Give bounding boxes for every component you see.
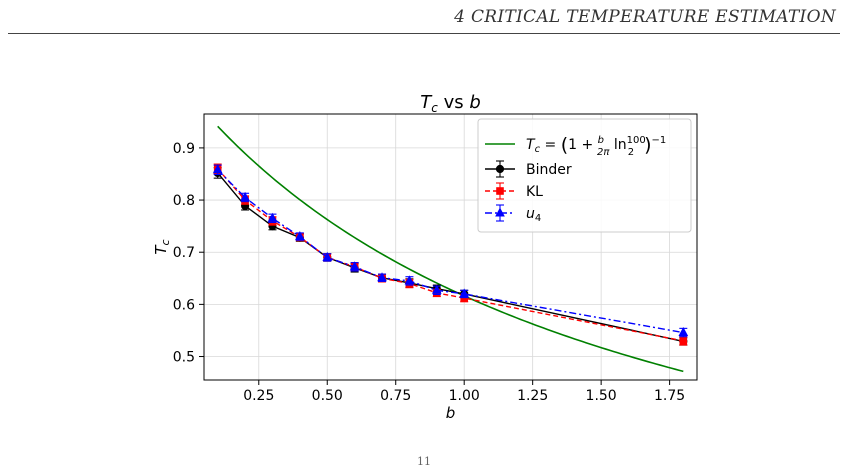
data-point bbox=[322, 251, 333, 261]
y-axis-ticks: 0.5 0.6 0.7 0.8 0.9 bbox=[173, 141, 204, 366]
page-header: 4 CRITICAL TEMPERATURE ESTIMATION bbox=[0, 0, 848, 40]
legend: Tc = (1 + b 2π ln100 2)−1 Binder KL u4 bbox=[477, 118, 692, 233]
y-tick-label: 0.8 bbox=[173, 193, 195, 209]
legend-marker bbox=[496, 187, 504, 195]
y-tick-label: 0.5 bbox=[173, 350, 195, 366]
x-tick-label: 1.75 bbox=[654, 388, 685, 404]
data-point bbox=[679, 337, 688, 345]
x-tick-label: 1.25 bbox=[517, 388, 548, 404]
series-u-4 bbox=[212, 164, 689, 338]
page-number: 11 bbox=[417, 455, 431, 468]
y-tick-label: 0.7 bbox=[173, 245, 195, 261]
data-point bbox=[459, 288, 470, 298]
data-point bbox=[212, 164, 223, 174]
x-axis-label: b bbox=[446, 404, 456, 422]
data-point bbox=[295, 231, 305, 241]
data-point bbox=[377, 272, 387, 282]
theory-curve bbox=[217, 125, 684, 373]
legend-marker bbox=[495, 207, 505, 217]
x-tick-label: 0.75 bbox=[380, 388, 411, 404]
data-point bbox=[267, 212, 278, 222]
series-layer bbox=[212, 163, 689, 346]
x-axis-ticks: 0.25 0.50 0.75 1.00 1.25 1.50 1.75 bbox=[243, 380, 685, 404]
x-tick-label: 0.50 bbox=[312, 388, 343, 404]
legend-marker bbox=[495, 164, 505, 174]
x-tick-label: 1.50 bbox=[586, 388, 617, 404]
plot-frame bbox=[203, 113, 698, 381]
y-tick-label: 0.9 bbox=[173, 141, 195, 157]
section-header: 4 CRITICAL TEMPERATURE ESTIMATION bbox=[454, 7, 836, 27]
legend-curve-label: Tc = (1 + b 2π ln100 2)−1 bbox=[526, 134, 666, 158]
legend-label: KL bbox=[526, 184, 543, 200]
data-point bbox=[240, 191, 250, 201]
chart-title: Tc vs b bbox=[420, 92, 481, 115]
data-point bbox=[678, 326, 689, 337]
legend-label: u4 bbox=[526, 206, 541, 224]
data-point bbox=[431, 284, 442, 294]
y-tick-label: 0.6 bbox=[173, 297, 195, 313]
x-tick-label: 0.25 bbox=[243, 388, 274, 404]
data-point bbox=[404, 275, 415, 285]
x-tick-label: 1.00 bbox=[449, 388, 480, 404]
curve-layer bbox=[217, 125, 684, 373]
legend-label: Binder bbox=[526, 162, 572, 178]
y-axis-label: Tc bbox=[152, 239, 172, 254]
data-point bbox=[349, 261, 360, 271]
header-rule bbox=[8, 33, 840, 34]
legend-box bbox=[477, 118, 692, 233]
